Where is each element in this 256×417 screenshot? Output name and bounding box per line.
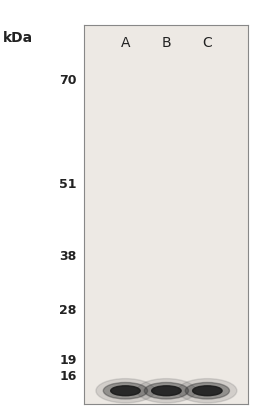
Ellipse shape	[111, 386, 140, 396]
Ellipse shape	[152, 386, 181, 396]
Text: B: B	[162, 36, 171, 50]
Ellipse shape	[185, 382, 229, 399]
Text: 70: 70	[59, 73, 77, 86]
Text: 16: 16	[59, 370, 77, 384]
Text: 51: 51	[59, 178, 77, 191]
Ellipse shape	[144, 382, 188, 399]
Text: kDa: kDa	[3, 31, 33, 45]
Ellipse shape	[96, 379, 155, 403]
Text: 19: 19	[59, 354, 77, 367]
Text: 28: 28	[59, 304, 77, 317]
Ellipse shape	[103, 382, 147, 399]
Ellipse shape	[137, 379, 196, 403]
Ellipse shape	[178, 379, 237, 403]
Text: A: A	[121, 36, 130, 50]
Text: C: C	[202, 36, 212, 50]
Text: 38: 38	[60, 249, 77, 263]
Ellipse shape	[193, 386, 222, 396]
